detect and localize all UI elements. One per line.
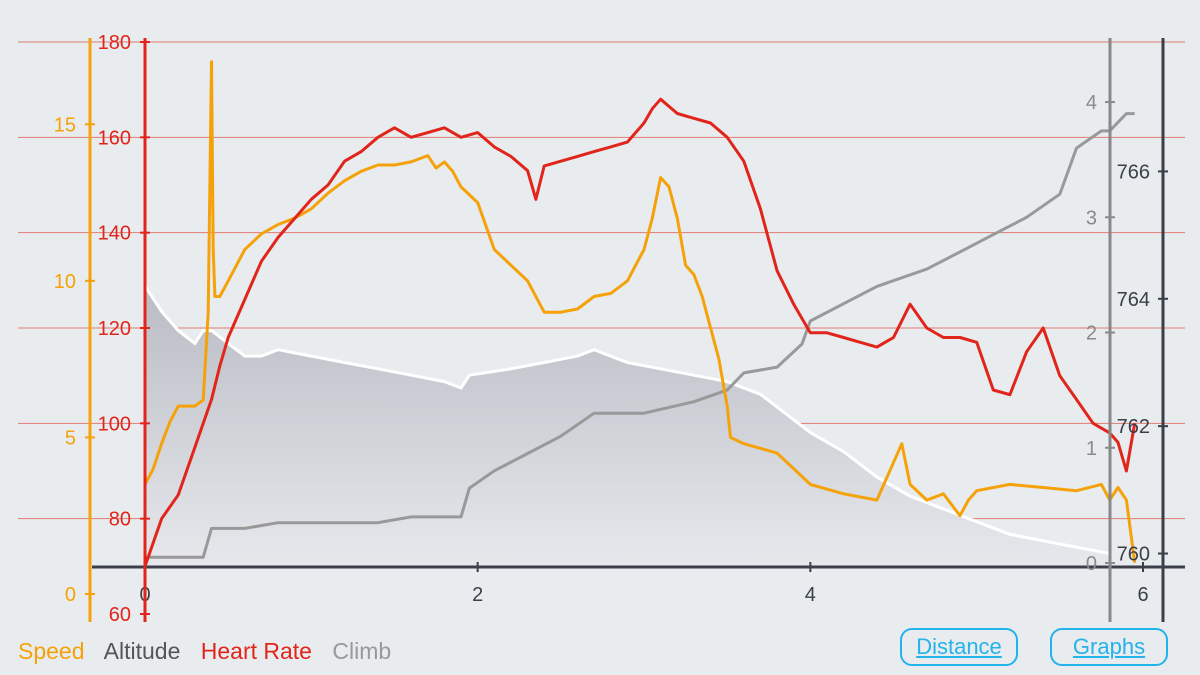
climb-axis-tick-label: 1 <box>1086 438 1097 460</box>
climb-axis-tick-label: 4 <box>1086 92 1097 114</box>
distance-button[interactable]: Distance <box>900 628 1018 666</box>
chart-series <box>143 60 1137 567</box>
x-tick-label: 4 <box>805 584 816 606</box>
legend-heart-rate: Heart Rate <box>200 638 312 664</box>
legend-climb: Climb <box>332 638 392 664</box>
climb-axis-tick-label: 3 <box>1086 207 1097 229</box>
altitude-axis-tick-label: 762 <box>1117 416 1150 438</box>
heart-rate-axis-tick-label: 80 <box>109 509 131 531</box>
altitude-area <box>145 286 1110 567</box>
climb-axis-tick-label: 0 <box>1086 553 1097 575</box>
speed-axis-tick-label: 10 <box>54 271 76 293</box>
climb-line <box>145 112 1135 559</box>
x-tick-label: 6 <box>1137 584 1148 606</box>
heart-rate-axis-tick-label: 120 <box>98 318 131 340</box>
chart-axes: 0246051015608010012014016018001234760762… <box>54 32 1185 626</box>
heart-rate-axis-tick-label: 140 <box>98 223 131 245</box>
chart-legend: Speed Altitude Heart Rate Climb <box>18 638 405 665</box>
legend-altitude: Altitude <box>103 638 181 664</box>
heart-rate-axis-tick-label: 60 <box>109 604 131 626</box>
heart-rate-axis-tick-label: 160 <box>98 127 131 149</box>
legend-speed: Speed <box>18 638 85 664</box>
speed-axis-tick-label: 15 <box>54 114 76 136</box>
heart-rate-axis-tick-label: 100 <box>98 413 131 435</box>
heart-rate-line <box>143 97 1137 567</box>
climb-axis-tick-label: 2 <box>1086 323 1097 345</box>
speed-axis-tick-label: 0 <box>65 584 76 606</box>
altitude-line <box>143 285 1110 555</box>
x-tick-label: 2 <box>472 584 483 606</box>
altitude-axis-tick-label: 764 <box>1117 289 1150 311</box>
heart-rate-axis-tick-label: 180 <box>98 32 131 54</box>
altitude-axis-tick-label: 766 <box>1117 161 1150 183</box>
speed-axis-tick-label: 5 <box>65 427 76 449</box>
speed-line <box>143 60 1137 563</box>
altitude-axis-tick-label: 760 <box>1117 544 1150 566</box>
graphs-button[interactable]: Graphs <box>1050 628 1168 666</box>
